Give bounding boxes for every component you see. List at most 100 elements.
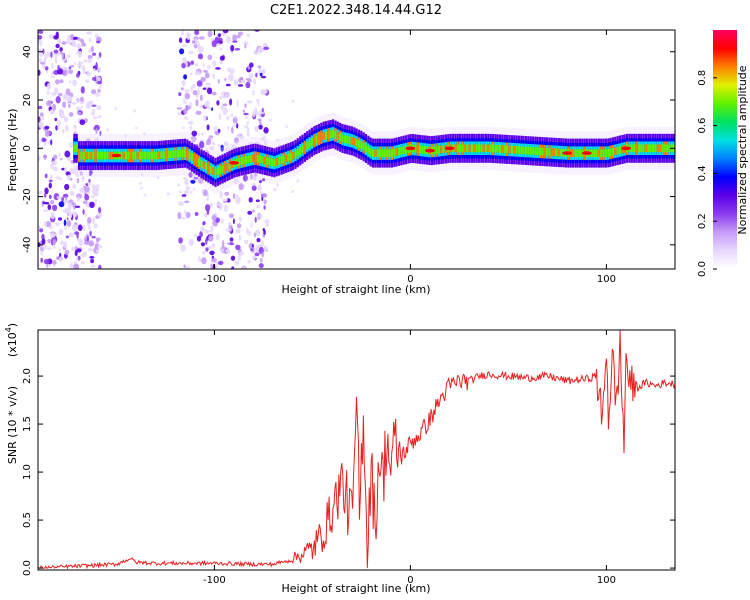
noise-speck [96,238,99,243]
ridge-peak [425,148,435,153]
ridge-peak [229,161,239,165]
noise-speck [225,83,231,87]
noise-speck [183,74,188,80]
noise-speck [211,40,217,48]
ridge-cell [496,144,499,153]
noise-speck [74,250,78,257]
ridge-cell [597,149,600,157]
noise-speck [200,76,206,82]
ridge-cell [237,157,241,166]
noise-speck [255,199,260,202]
noise-speck [213,126,218,132]
ridge-cell [461,144,464,153]
noise-speck [184,210,187,215]
ridge-cell [280,156,283,164]
noise-speck [198,255,201,263]
noise-speck [97,66,102,73]
noise-speck [97,245,103,249]
noise-speck [88,37,92,42]
noise-speck [194,63,199,67]
noise-speck [234,260,240,266]
noise-speck [133,109,137,113]
noise-speck [216,100,220,106]
noise-speck [143,193,147,197]
ridge-cell [614,147,617,155]
noise-speck [261,107,264,113]
noise-speck [76,106,82,111]
noise-speck [242,174,248,182]
ridge-cell [153,151,156,160]
noise-speck [73,36,78,40]
noise-speck [205,247,209,252]
noise-speck [91,108,95,116]
noise-speck [237,31,244,36]
noise-speck [296,179,300,183]
noise-speck [64,183,70,191]
ridge-cell [120,151,123,160]
snr-y-label: SNR (10 * v/v) [6,386,19,464]
ridge-cell [148,151,151,160]
noise-speck [189,190,193,194]
ridge-cell [531,147,535,155]
ridge-cell [541,147,544,156]
noise-speck [207,246,212,249]
noise-speck [236,34,241,39]
noise-speck [261,68,266,75]
noise-speck [218,113,221,121]
noise-speck [230,44,235,52]
noise-speck [94,92,100,97]
figure-title: C2E1.2022.348.14.44.G12 [270,3,442,18]
noise-speck [83,235,87,238]
noise-speck [67,174,71,181]
ridge-cell [593,149,596,157]
noise-speck [232,34,238,42]
noise-speck [69,141,74,148]
ridge-cell [275,158,278,166]
noise-speck [83,59,88,63]
noise-speck [260,75,267,79]
noise-speck [93,223,98,229]
noise-speck [96,186,100,192]
ridge-cell [190,153,194,162]
noise-speck [256,238,261,243]
ridge-cell [209,165,212,174]
noise-speck [139,181,143,185]
ridge-cell [666,144,669,153]
noise-speck [252,90,255,96]
noise-speck [217,143,222,148]
ridge-cell [315,135,318,144]
noise-speck [194,37,198,45]
ridge-cell [320,133,323,141]
noise-speck [106,128,109,132]
ridge-cell [635,144,638,153]
noise-speck [89,230,92,237]
y-tick-label: 0.0 [22,560,33,576]
noise-speck [63,200,69,204]
x-tick-label: 0 [407,575,413,586]
noise-speck [245,81,251,89]
noise-speck [255,230,260,236]
noise-speck [189,125,192,132]
noise-speck [58,256,64,262]
colorbar-ticks: 0.0 0.2 0.4 0.6 0.8 [697,70,717,277]
noise-speck [64,249,70,255]
noise-speck [276,138,279,142]
noise-speck [54,117,58,122]
ridge-cell [633,144,636,153]
ridge-cell [301,145,304,153]
noise-speck [59,252,62,258]
ridge-cell [324,131,328,140]
ridge-cell [604,149,607,157]
noise-speck [93,124,100,131]
ridge-cell [524,146,528,155]
ridge-cell [555,148,558,157]
ridge-cell [162,151,165,159]
ridge-cell [176,149,179,158]
ridge-cell [169,150,172,159]
noise-speck [220,32,227,37]
ridge-cell [607,149,610,157]
noise-speck [263,46,270,50]
ridge-cell [651,144,655,153]
noise-speck [246,127,250,134]
noise-speck [234,137,239,144]
